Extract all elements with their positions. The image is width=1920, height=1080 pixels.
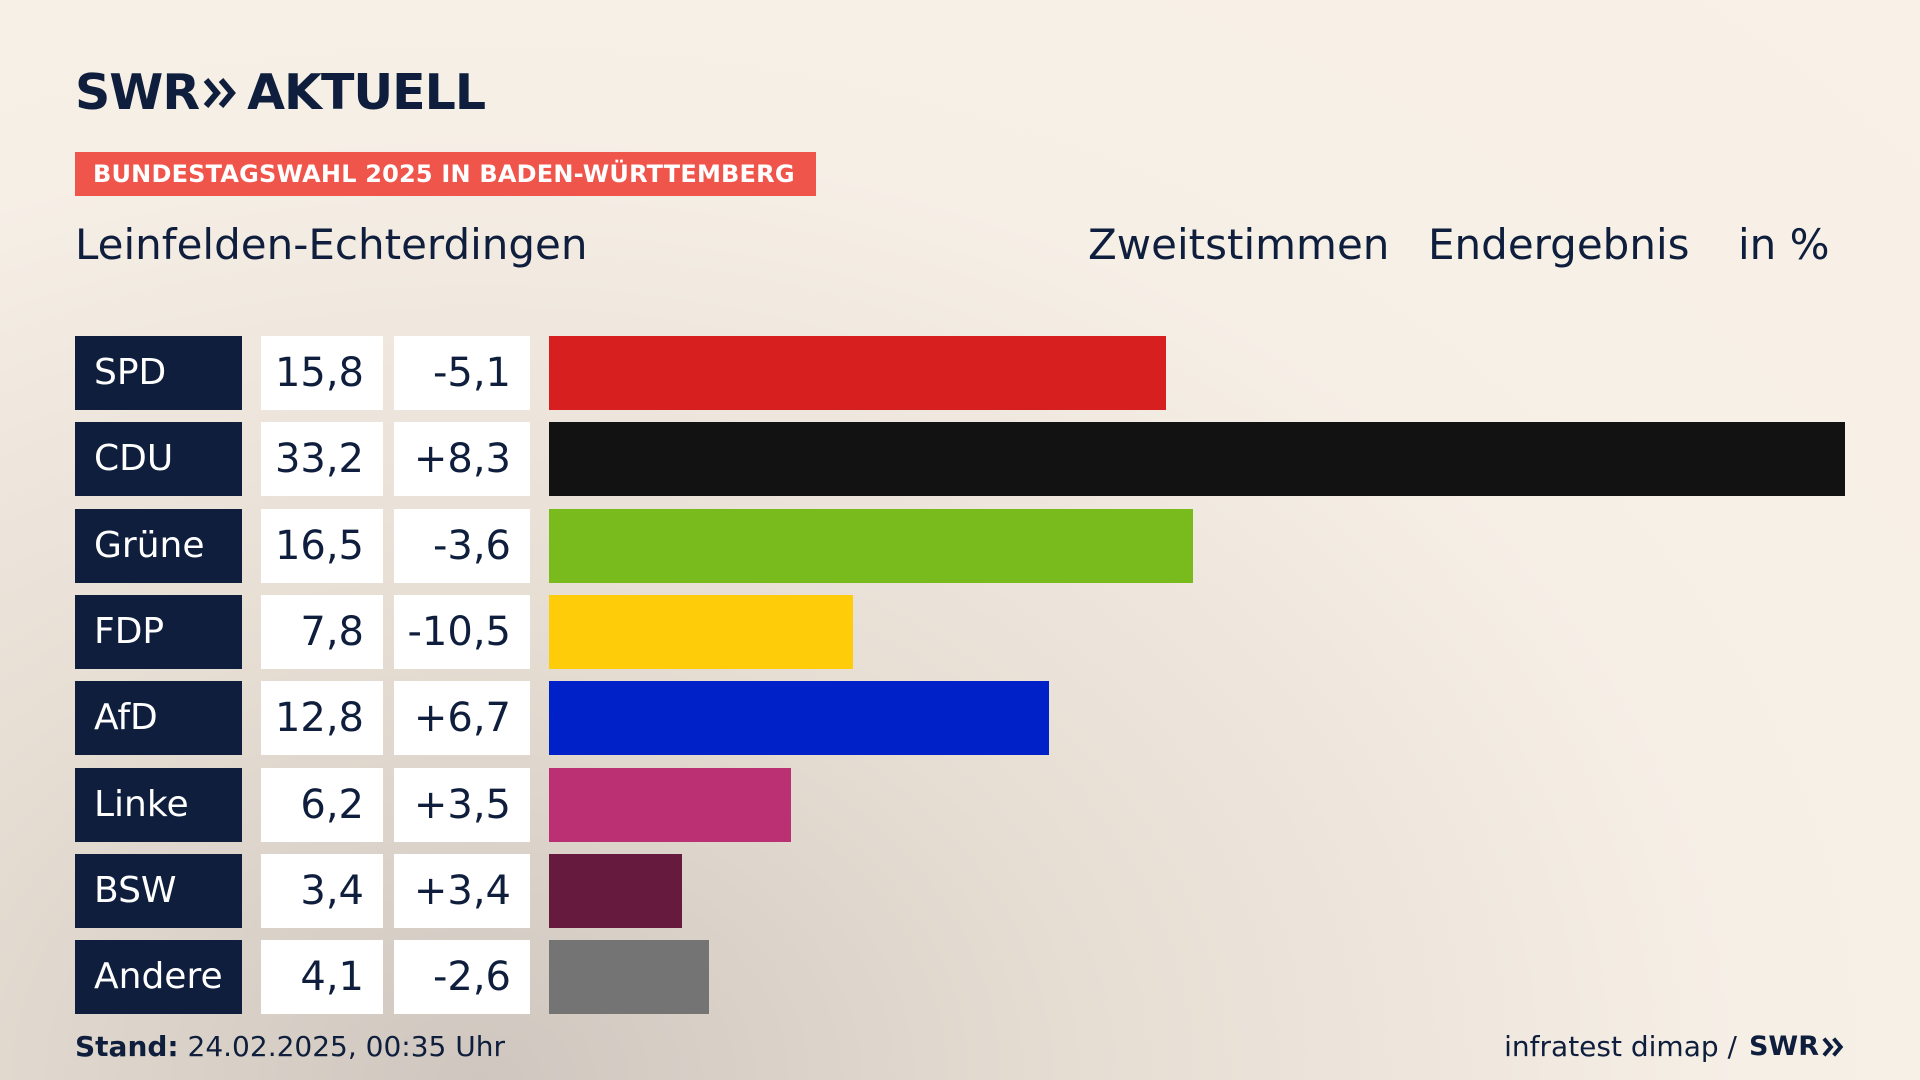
party-label: Grüne	[75, 508, 242, 583]
vote-share: 33,2	[261, 422, 383, 497]
vote-change: +8,3	[394, 422, 530, 497]
party-label: FDP	[75, 594, 242, 669]
party-label: Linke	[75, 767, 242, 842]
party-label: CDU	[75, 422, 242, 497]
vote-share: 4,1	[261, 940, 383, 1015]
vote-change: +6,7	[394, 681, 530, 756]
result-bar	[549, 336, 1166, 410]
brand-name: SWR	[75, 64, 200, 121]
source-brand: SWR	[1748, 1031, 1819, 1062]
vote-change: -2,6	[394, 940, 530, 1015]
double-chevron-icon	[203, 76, 237, 110]
result-bar	[549, 681, 1049, 756]
header-vote: Zweitstimmen	[1088, 220, 1390, 269]
vote-change: -5,1	[394, 336, 530, 410]
election-tag: BUNDESTAGSWAHL 2025 IN BADEN-WÜRTTEMBERG	[75, 152, 816, 196]
result-bar	[549, 853, 682, 928]
result-bar	[549, 940, 710, 1015]
vote-change: -10,5	[394, 594, 530, 669]
source-text: infratest dimap /	[1504, 1030, 1737, 1063]
double-chevron-icon	[1822, 1036, 1844, 1057]
result-bar	[549, 422, 1845, 497]
vote-share: 6,2	[261, 767, 383, 842]
header-unit: in %	[1738, 220, 1830, 269]
vote-share: 15,8	[261, 336, 383, 410]
vote-change: +3,4	[394, 853, 530, 928]
result-bar	[549, 767, 792, 842]
vote-share: 3,4	[261, 853, 383, 928]
brand-suffix: AKTUELL	[247, 64, 486, 121]
vote-change: -3,6	[394, 508, 530, 583]
source: infratest dimap / SWR	[1504, 1030, 1844, 1063]
vote-share: 7,8	[261, 594, 383, 669]
stand-label: Stand:	[75, 1030, 179, 1063]
vote-share: 12,8	[261, 681, 383, 756]
vote-change: +3,5	[394, 767, 530, 842]
party-label: Andere	[75, 940, 242, 1015]
source-logo: SWR	[1749, 1031, 1844, 1062]
header-status: Endergebnis	[1428, 220, 1690, 269]
timestamp: Stand: 24.02.2025, 00:35 Uhr	[75, 1030, 505, 1063]
party-label: AfD	[75, 681, 242, 756]
party-label: BSW	[75, 853, 242, 928]
swr-aktuell-logo: SWR AKTUELL	[75, 64, 486, 121]
stand-value: 24.02.2025, 00:35 Uhr	[187, 1030, 505, 1063]
party-label: SPD	[75, 336, 242, 410]
result-bar	[549, 508, 1194, 583]
vote-share: 16,5	[261, 508, 383, 583]
result-bar	[549, 594, 854, 669]
district-title: Leinfelden-Echterdingen	[75, 220, 588, 269]
